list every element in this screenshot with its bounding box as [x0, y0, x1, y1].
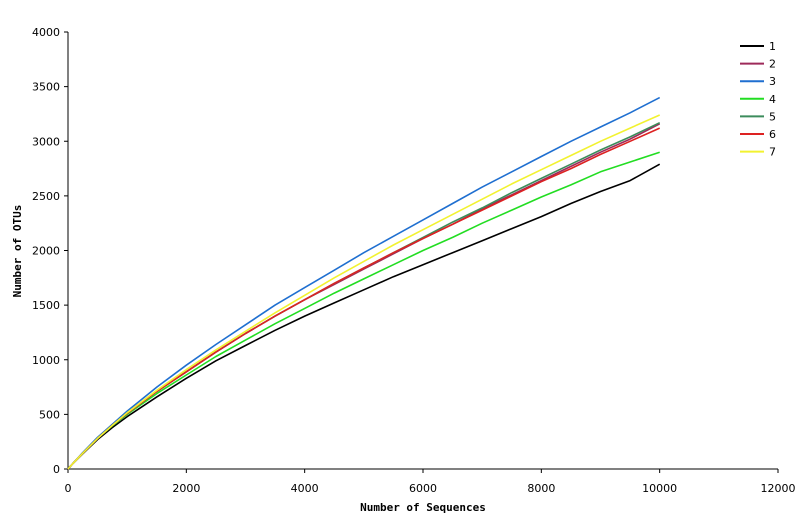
- y-tick-label: 0: [53, 463, 60, 476]
- series-line-2: [67, 123, 661, 470]
- series-line-1: [67, 163, 661, 470]
- legend-label-6: 6: [769, 128, 776, 141]
- y-tick-label: 2000: [32, 245, 60, 258]
- legend-label-1: 1: [769, 40, 776, 53]
- y-tick-label: 500: [39, 408, 60, 421]
- series-line-6: [67, 127, 661, 470]
- legend-label-4: 4: [769, 93, 776, 106]
- legend-label-7: 7: [769, 146, 776, 159]
- plot-lines: [67, 96, 661, 470]
- legend-label-3: 3: [769, 75, 776, 88]
- y-axis-title: Number of OTUs: [11, 205, 24, 298]
- legend: 1 2 3 4 5 6 7: [740, 40, 776, 159]
- axes: 0 500 1000 1500 2000 2500 3000 3500 4000 0 2000 400…: [32, 26, 796, 495]
- legend-label-2: 2: [769, 58, 776, 71]
- y-tick-label: 4000: [32, 26, 60, 39]
- series-line-4: [67, 151, 660, 470]
- y-tick-label: 3000: [32, 135, 60, 148]
- x-tick-label: 2000: [172, 482, 200, 495]
- x-axis-title: Number of Sequences: [360, 501, 486, 514]
- x-tick-label: 0: [65, 482, 72, 495]
- y-tick-label: 2500: [32, 190, 60, 203]
- y-tick-label: 1000: [32, 354, 60, 367]
- y-tick-label: 1500: [32, 299, 60, 312]
- y-tick-label: 3500: [32, 81, 60, 94]
- x-tick-label: 12000: [761, 482, 796, 495]
- x-tick-label: 8000: [527, 482, 555, 495]
- series-line-7: [67, 114, 661, 470]
- legend-label-5: 5: [769, 110, 776, 123]
- series-line-5: [67, 121, 661, 470]
- x-tick-label: 6000: [409, 482, 437, 495]
- x-tick-label: 4000: [291, 482, 319, 495]
- series-line-3: [67, 96, 661, 470]
- x-tick-label: 10000: [642, 482, 677, 495]
